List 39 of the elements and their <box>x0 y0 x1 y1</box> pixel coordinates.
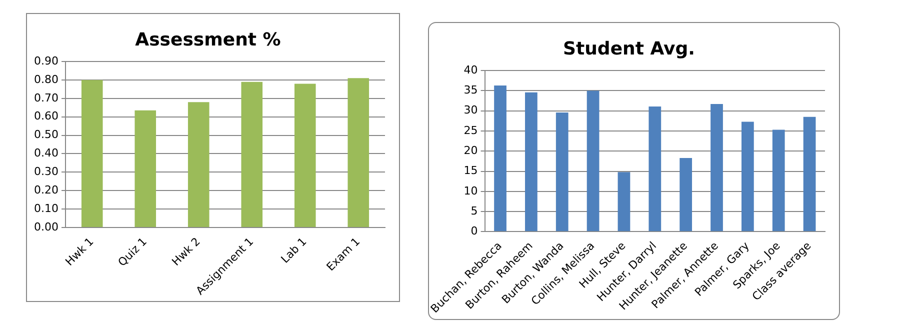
y-tick-label: 0.20 <box>34 183 58 196</box>
y-tick-label: 35 <box>464 84 478 97</box>
y-tick-label: 0.50 <box>34 128 58 142</box>
y-tick-label: 5 <box>470 204 478 218</box>
y-tick-label: 0.80 <box>34 72 58 86</box>
bar <box>710 104 723 232</box>
bar <box>803 116 816 232</box>
y-tick-label: 0.40 <box>34 146 58 160</box>
bar <box>81 80 103 227</box>
bar <box>348 78 370 227</box>
bar <box>134 110 156 227</box>
y-tick-label: 0.60 <box>34 110 58 123</box>
y-tick-label: 10 <box>464 184 478 198</box>
chart-title: Assessment % <box>135 29 281 50</box>
bar <box>648 106 662 232</box>
y-tick-label: 25 <box>464 124 478 137</box>
bar <box>494 86 506 232</box>
y-tick-label: 20 <box>464 144 478 157</box>
y-tick-label: 30 <box>464 104 478 117</box>
y-tick-label: 0.10 <box>34 202 58 215</box>
y-tick-label: 0.70 <box>34 91 58 104</box>
bar <box>556 112 568 232</box>
bar <box>586 90 600 232</box>
y-tick-label: 40 <box>464 63 478 76</box>
bar <box>525 92 538 232</box>
bar <box>742 122 754 232</box>
bar <box>241 82 263 227</box>
y-tick-label: 15 <box>464 164 478 178</box>
bar <box>772 130 785 232</box>
y-tick-label: 0.90 <box>34 54 58 68</box>
bar <box>188 102 210 227</box>
bar <box>680 158 692 232</box>
bar <box>294 84 316 227</box>
chart-title: Student Avg. <box>563 38 695 60</box>
x-tick-label: Lab 1 <box>278 235 310 266</box>
y-tick-label: 0 <box>470 224 478 238</box>
y-tick-label: 0.00 <box>34 220 58 234</box>
y-tick-label: 0.30 <box>34 165 58 178</box>
bar <box>618 172 630 232</box>
